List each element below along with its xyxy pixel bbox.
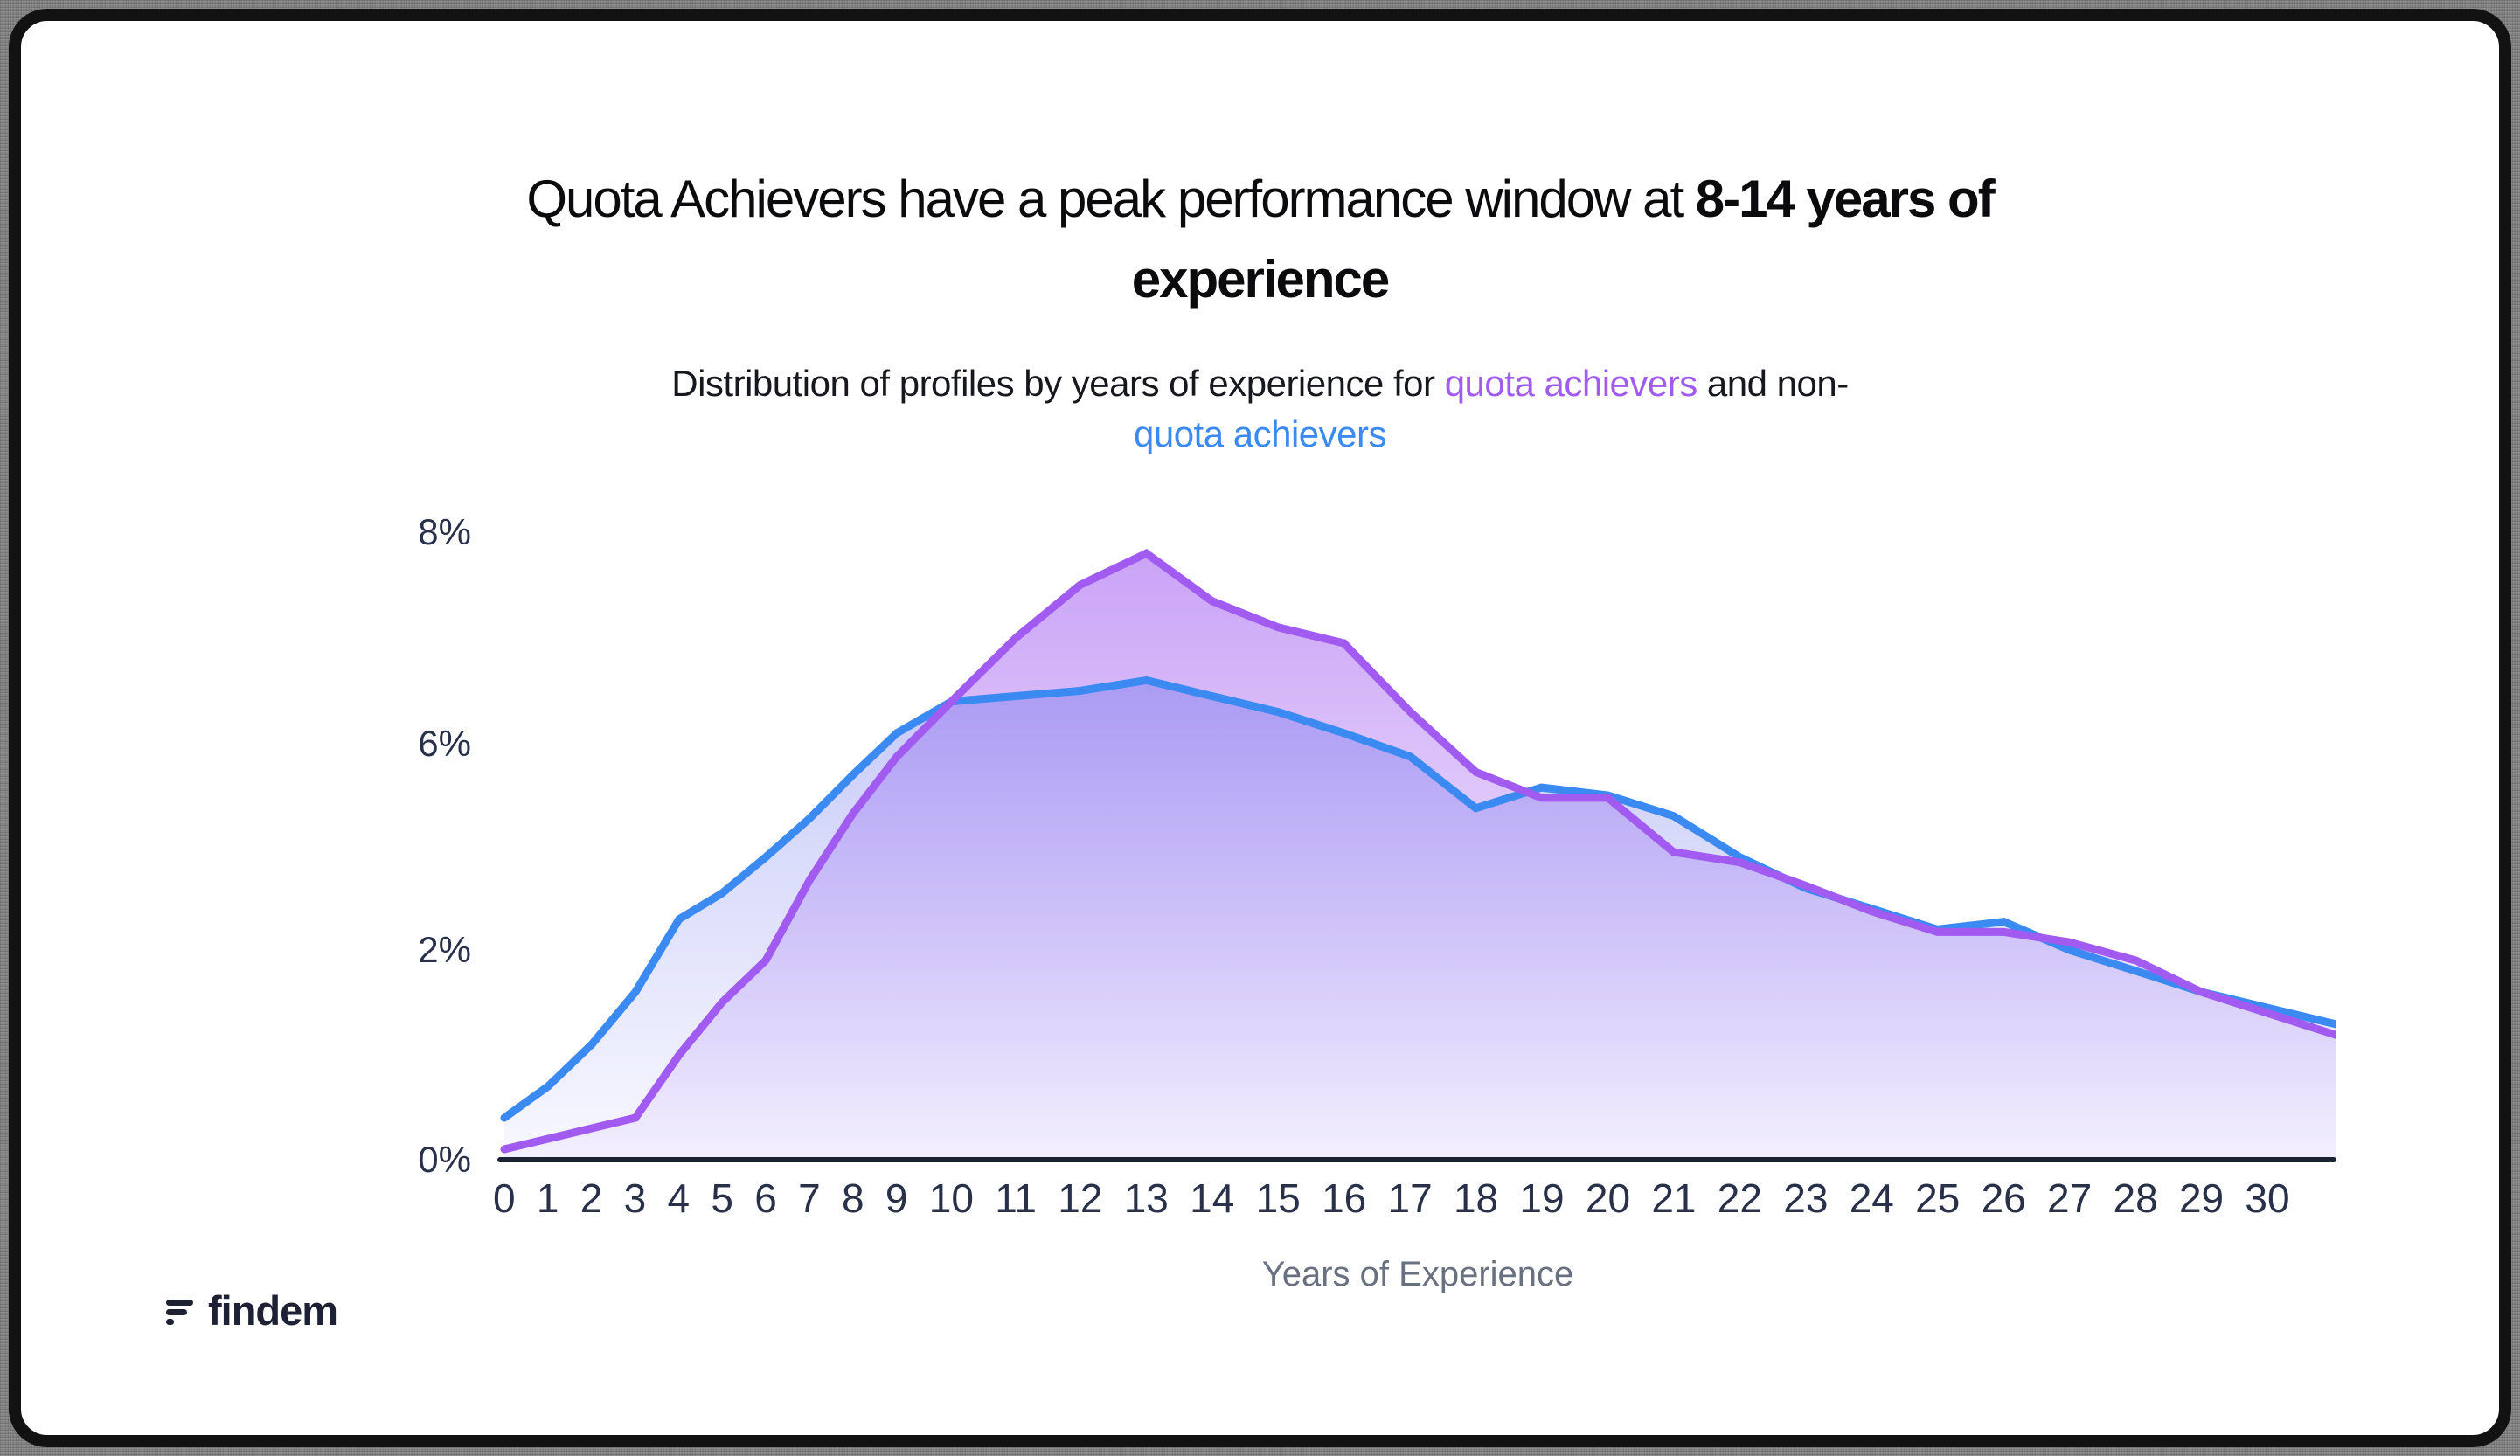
x-tick-label-27: 27 — [2047, 1175, 2093, 1221]
x-tick-label-28: 28 — [2113, 1175, 2158, 1221]
chart-subtitle: Distribution of profiles by years of exp… — [21, 358, 2499, 460]
title-bold-text: 8-14 years of — [1695, 170, 1996, 228]
x-tick-label-15: 15 — [1255, 1175, 1301, 1221]
y-tick-label-6: 6% — [418, 723, 471, 764]
non-quota-achievers-area — [504, 680, 2336, 1160]
x-tick-label-4: 4 — [667, 1175, 691, 1221]
x-tick-label-30: 30 — [2245, 1175, 2290, 1221]
y-tick-label-2: 2% — [418, 929, 471, 970]
y-tick-label-8: 8% — [418, 511, 471, 552]
title-bold-text-2: experience — [1131, 250, 1391, 309]
y-axis-tick-labels: 8% 6% 2% 0% — [21, 21, 471, 1435]
x-tick-label-9: 9 — [885, 1175, 908, 1221]
subtitle-part-2: and non- — [1697, 363, 1849, 404]
x-tick-label-7: 7 — [798, 1175, 821, 1221]
x-tick-label-6: 6 — [754, 1175, 777, 1221]
x-tick-label-10: 10 — [928, 1175, 974, 1221]
title-normal-text: Quota Achievers have a peak performance … — [526, 170, 1696, 228]
distribution-area-chart — [500, 548, 2336, 1160]
x-tick-label-22: 22 — [1717, 1175, 1762, 1221]
x-tick-label-20: 20 — [1585, 1175, 1631, 1221]
x-tick-label-13: 13 — [1123, 1175, 1169, 1221]
x-tick-label-12: 12 — [1058, 1175, 1103, 1221]
quota-achievers-line — [500, 548, 2336, 1154]
page-title: Quota Achievers have a peak performance … — [21, 159, 2499, 320]
y-tick-label-0: 0% — [418, 1139, 471, 1180]
chart-card: Quota Achievers have a peak performance … — [9, 9, 2511, 1447]
x-tick-label-0: 0 — [493, 1175, 516, 1221]
x-tick-label-23: 23 — [1783, 1175, 1829, 1221]
x-tick-label-16: 16 — [1322, 1175, 1367, 1221]
x-tick-label-26: 26 — [1981, 1175, 2026, 1221]
findem-logo-icon — [166, 1300, 196, 1329]
x-tick-label-5: 5 — [711, 1175, 733, 1221]
x-tick-label-25: 25 — [1915, 1175, 1961, 1221]
subtitle-line-1: Distribution of profiles by years of exp… — [21, 358, 2499, 409]
x-axis-tick-labels: 0 1 2 3 4 5 6 7 8 9 10 11 12 13 14 15 16 17 18 19 20 21 22 23 24… — [493, 1175, 2290, 1222]
subtitle-quota-achievers-blue: quota achievers — [1133, 413, 1387, 454]
x-tick-label-1: 1 — [536, 1175, 559, 1221]
x-tick-label-14: 14 — [1190, 1175, 1235, 1221]
title-line-2: experience — [21, 239, 2499, 320]
x-tick-label-19: 19 — [1519, 1175, 1565, 1221]
x-axis-line — [497, 1157, 2336, 1162]
x-tick-label-21: 21 — [1651, 1175, 1697, 1221]
x-tick-label-29: 29 — [2178, 1175, 2225, 1221]
x-tick-label-11: 11 — [995, 1175, 1037, 1221]
x-tick-label-2: 2 — [580, 1175, 603, 1221]
subtitle-part-1: Distribution of profiles by years of exp… — [671, 363, 1445, 404]
x-tick-label-24: 24 — [1849, 1175, 1894, 1221]
subtitle-line-2: quota achievers — [21, 409, 2499, 460]
x-axis-title: Years of Experience — [1261, 1255, 1574, 1293]
subtitle-quota-achievers-purple: quota achievers — [1444, 363, 1698, 404]
x-tick-label-3: 3 — [623, 1175, 647, 1221]
title-line-1: Quota Achievers have a peak performance … — [21, 159, 2499, 239]
non-quota-achievers-line — [500, 676, 2336, 1122]
x-tick-label-17: 17 — [1387, 1175, 1433, 1221]
x-tick-label-8: 8 — [842, 1175, 864, 1221]
findem-logo: findem — [166, 1287, 338, 1334]
x-tick-label-18: 18 — [1453, 1175, 1499, 1221]
findem-logo-text: findem — [208, 1287, 338, 1334]
